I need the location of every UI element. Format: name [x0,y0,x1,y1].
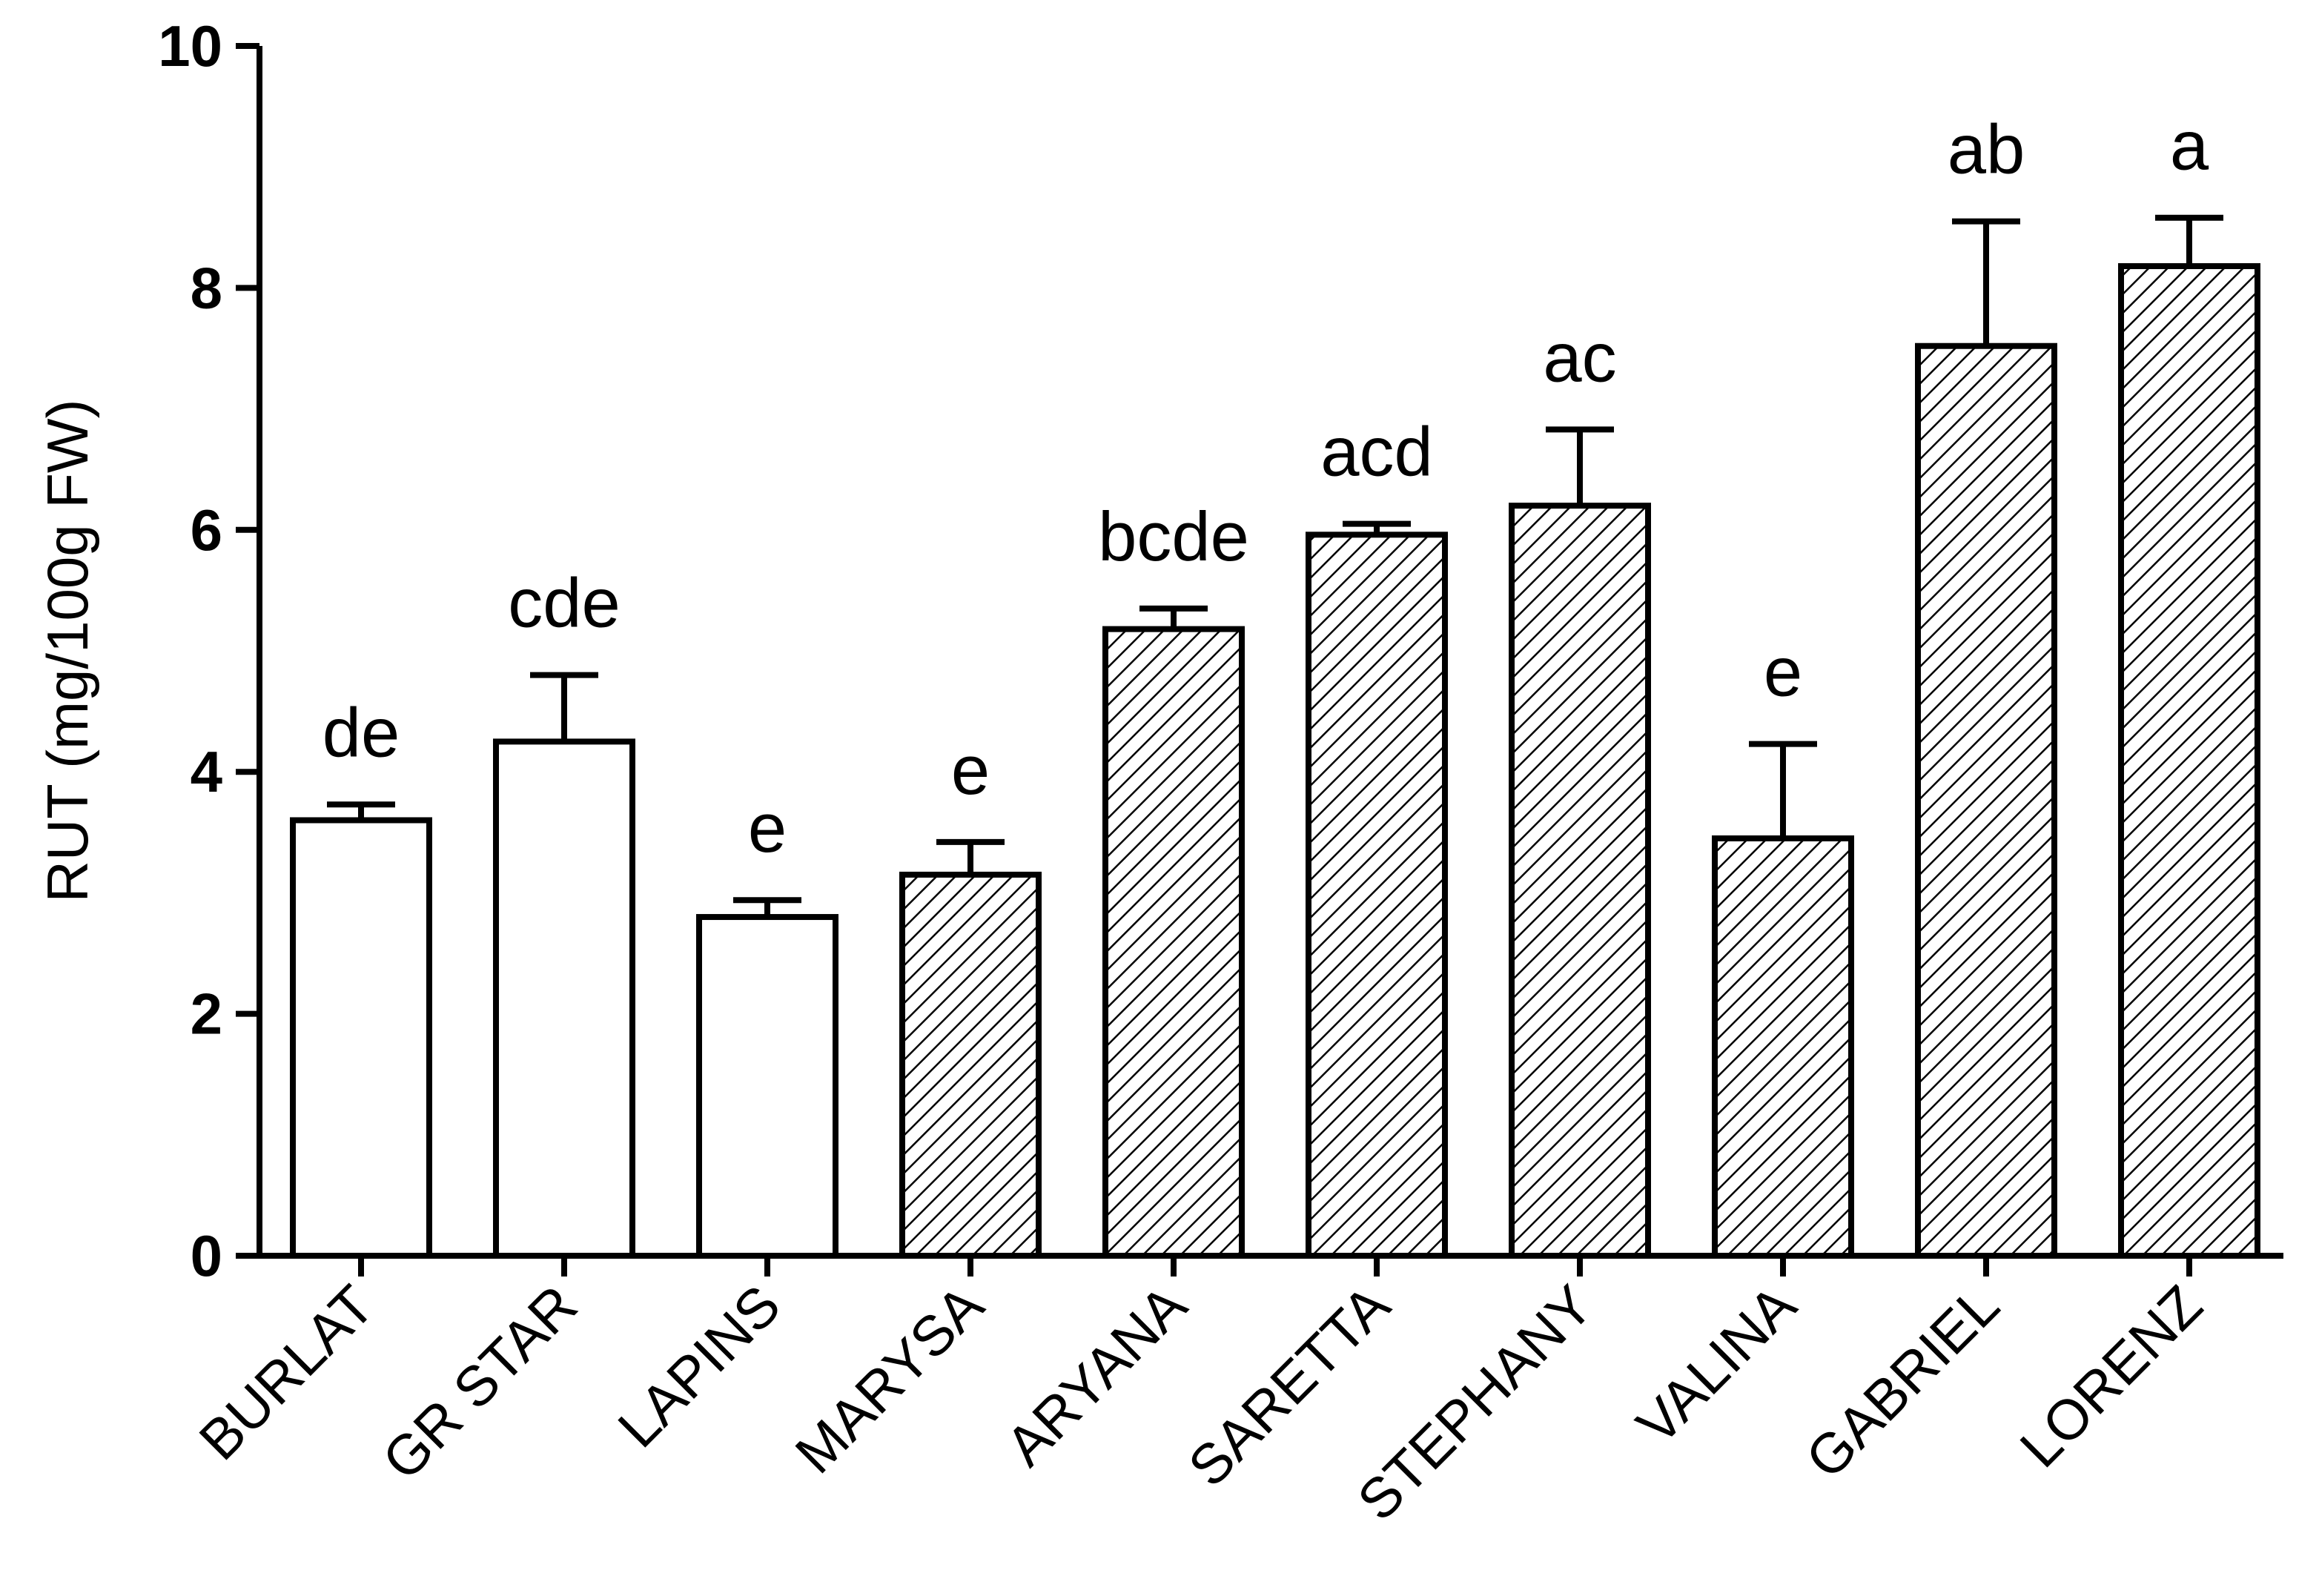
y-tick-label: 0 [191,1223,222,1288]
y-tick-label: 2 [191,981,222,1047]
group-label: bcde [1098,497,1249,575]
y-tick-label: 8 [191,255,222,320]
bar-lapins [696,914,838,1259]
error-bar [530,672,598,742]
group-label: ab [1948,110,2025,188]
x-tick-label: VALINA [1625,1274,1808,1457]
error-bar [936,838,1005,875]
x-tick-label: ARYANA [994,1274,1199,1478]
y-tick-label: 10 [158,13,222,79]
error-bar [733,897,801,918]
bars [290,263,2260,1259]
group-label: ac [1543,318,1616,396]
group-label: e [951,731,990,809]
bar-marysa [899,871,1042,1259]
error-bars [327,214,2223,918]
error-bar [2155,214,2223,267]
x-tick-label: GABRIEL [1794,1274,2011,1491]
x-tick-label: BURLAT [188,1274,386,1472]
bar-aryana [1102,626,1245,1259]
error-bar [1546,426,1614,506]
group-label: a [2170,107,2209,185]
x-tick-label: LAPINS [606,1274,793,1460]
y-tick-label: 6 [191,497,222,563]
error-bar [1139,605,1208,629]
x-tick-label: GR STAR [371,1274,589,1492]
y-axis-label: RUT (mg/100g FW) [35,400,100,903]
bar-saretta [1306,532,1448,1259]
y-tick-label: 4 [191,739,222,804]
bar-lorenz [2118,263,2260,1259]
group-label: acd [1320,413,1433,491]
bar-gabriel [1915,342,2057,1259]
y-axis-ticks: 0 2 4 6 8 10 [158,13,259,1288]
error-bar [1343,520,1411,535]
group-label: de [322,693,400,771]
bar-valina [1712,835,1854,1259]
group-label: e [748,789,787,867]
group-label: e [1764,633,1802,711]
error-bar [1749,741,1817,838]
error-bar [327,801,395,821]
bar-burlat [290,817,432,1259]
group-label: cde [508,564,621,642]
error-bar [1952,218,2020,346]
x-tick-label: LORENZ [2008,1274,2214,1480]
bar-gr-star [493,738,635,1259]
x-tick-label: MARYSA [784,1274,996,1486]
bar-stephany [1509,503,1651,1259]
